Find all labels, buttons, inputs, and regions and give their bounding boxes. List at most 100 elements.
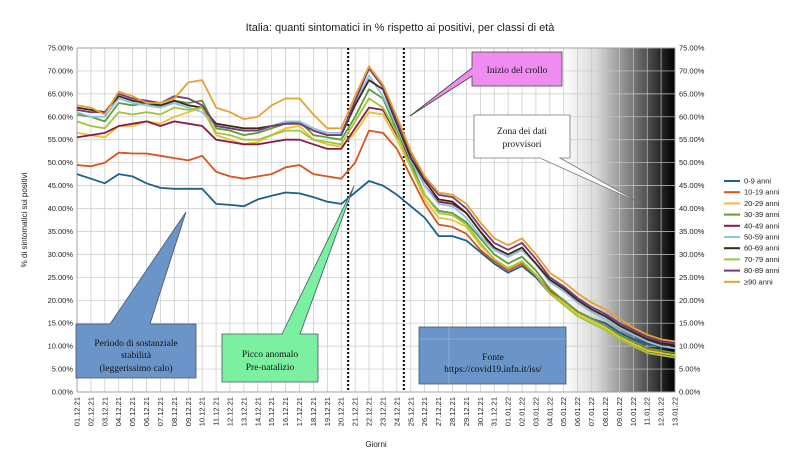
y-tick-label-left: 30.00% (48, 250, 74, 259)
annotation-text: provvisori (502, 140, 541, 150)
legend-label: 20-29 anni (744, 199, 780, 208)
x-tick-label: 06.01.22 (573, 397, 582, 426)
x-tick-label: 11.01.22 (643, 397, 652, 426)
annotation-text: Fonte (482, 353, 504, 363)
x-tick-label: 22.12.21 (365, 397, 374, 426)
x-tick-label: 07.01.22 (587, 397, 596, 426)
x-tick-label: 13.12.21 (239, 397, 248, 426)
annotation-box (418, 326, 567, 385)
x-tick-label: 31.12.21 (490, 397, 499, 426)
legend-label: ≥90 anni (744, 277, 773, 286)
legend: 0-9 anni 10-19 anni 20-29 anni 30-39 anni 40… (724, 177, 780, 286)
y-tick-label-right: 10.00% (679, 342, 705, 351)
y-tick-label-right: 75.00% (679, 44, 705, 53)
legend-label: 0-9 anni (744, 177, 771, 186)
y-tick-label-right: 35.00% (679, 227, 705, 236)
y-tick-label-left: 70.00% (48, 66, 74, 75)
x-tick-label: 06.12.21 (142, 397, 151, 426)
x-tick-label: 08.12.21 (170, 397, 179, 426)
y-tick-label-right: 65.00% (679, 89, 705, 98)
x-tick-label: 18.12.21 (309, 397, 318, 426)
y-tick-label-right: 15.00% (679, 319, 705, 328)
y-tick-label-right: 50.00% (679, 158, 705, 167)
x-tick-label: 27.12.21 (434, 397, 443, 426)
series-line-7 (76, 97, 676, 359)
annotation-zona-provvisori: Zona dei dati provvisori (473, 114, 641, 204)
legend-label: 70-79 anni (744, 255, 780, 264)
annotation-periodo-stabilita: Periodo di sostanziale stabilità (legger… (75, 211, 197, 379)
y-tick-label-right: 40.00% (679, 204, 705, 213)
y-tick-label-left: 40.00% (48, 204, 74, 213)
y-tick-label-left: 0.00% (52, 388, 74, 397)
x-tick-label: 19.12.21 (323, 397, 332, 426)
y-tick-label-right: 20.00% (679, 296, 705, 305)
x-tick-label: 29.12.21 (462, 397, 471, 426)
annotation-inizio-crollo: Inizio del crollo (409, 51, 563, 117)
x-tick-label: 17.12.21 (295, 397, 304, 426)
x-tick-label: 04.12.21 (114, 397, 123, 426)
annotation-text: Inizio del crollo (487, 66, 548, 76)
y-tick-label-left: 10.00% (48, 342, 74, 351)
x-tick-label: 04.01.22 (545, 397, 554, 426)
x-tick-label: 11.12.21 (212, 397, 221, 426)
chart-title: Italia: quanti sintomatici in % rispetto… (246, 22, 556, 34)
x-tick-label: 05.12.21 (128, 397, 137, 426)
y-axis-label: % di sintomatici sui positivi (20, 172, 29, 267)
y-tick-label-left: 45.00% (48, 181, 74, 190)
x-tick-label: 08.01.22 (601, 397, 610, 426)
y-tick-label-right: 70.00% (679, 66, 705, 75)
annotation-text: Picco anomalo (242, 350, 298, 360)
x-tick-label: 12.01.22 (657, 397, 666, 426)
y-tick-label-left: 55.00% (48, 135, 74, 144)
annotation-callout-shape (221, 185, 355, 383)
x-tick-label: 14.12.21 (253, 397, 262, 426)
x-tick-label: 24.12.21 (392, 397, 401, 426)
x-tick-label: 20.12.21 (337, 397, 346, 426)
y-tick-label-left: 35.00% (48, 227, 74, 236)
y-tick-label-left: 60.00% (48, 112, 74, 121)
annotation-picco-anomalo: Picco anomalo Pre-natalizio (221, 185, 355, 383)
annotation-callout-shape (75, 211, 197, 379)
annotation-text: Zona dei dati (497, 127, 547, 137)
legend-label: 10-19 anni (744, 188, 780, 197)
series-line-2 (76, 106, 676, 357)
x-tick-label: 21.12.21 (351, 397, 360, 426)
annotation-fonte: Fonte https://covid19.infn.it/iss/ (418, 326, 567, 385)
legend-label: 80-89 anni (744, 266, 780, 275)
x-tick-label: 13.01.22 (671, 397, 680, 426)
annotation-callout-shape (409, 51, 563, 117)
y-tick-label-left: 15.00% (48, 319, 74, 328)
legend-label: 40-49 anni (744, 221, 780, 230)
x-tick-label: 05.01.22 (559, 397, 568, 426)
series-line-9 (76, 65, 676, 343)
x-tick-label: 07.12.21 (156, 397, 165, 426)
x-tick-label: 23.12.21 (378, 397, 387, 426)
x-tick-label: 26.12.21 (420, 397, 429, 426)
x-tick-label: 03.01.22 (531, 397, 540, 426)
x-tick-label: 02.01.22 (518, 397, 527, 426)
x-tick-label: 10.12.21 (198, 397, 207, 426)
annotation-callout-shape (473, 114, 641, 204)
y-tick-label-right: 60.00% (679, 112, 705, 121)
y-tick-label-right: 30.00% (679, 250, 705, 259)
annotation-text: stabilità (121, 351, 152, 361)
x-tick-label: 16.12.21 (281, 397, 290, 426)
x-tick-label: 15.12.21 (267, 397, 276, 426)
x-tick-label: 10.01.22 (629, 397, 638, 426)
y-tick-label-left: 5.00% (52, 365, 74, 374)
x-tick-label: 03.12.21 (100, 397, 109, 426)
plot-area-border (76, 47, 676, 393)
x-tick-label: 02.12.21 (86, 397, 95, 426)
legend-label: 50-59 anni (744, 233, 780, 242)
y-tick-label-right: 5.00% (679, 365, 701, 374)
series-line-6 (76, 79, 676, 347)
x-tick-label: 28.12.21 (448, 397, 457, 426)
y-tick-label-right: 0.00% (679, 388, 701, 397)
y-tick-label-right: 25.00% (679, 273, 705, 282)
y-tick-label-right: 55.00% (679, 135, 705, 144)
series-line-5 (76, 74, 676, 350)
x-tick-label: 01.12.21 (73, 397, 82, 426)
y-tick-label-left: 65.00% (48, 89, 74, 98)
